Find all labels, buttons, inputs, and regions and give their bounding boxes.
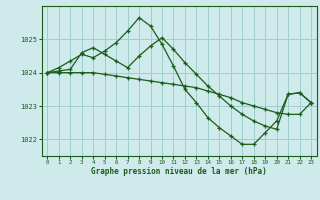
X-axis label: Graphe pression niveau de la mer (hPa): Graphe pression niveau de la mer (hPa) (91, 167, 267, 176)
